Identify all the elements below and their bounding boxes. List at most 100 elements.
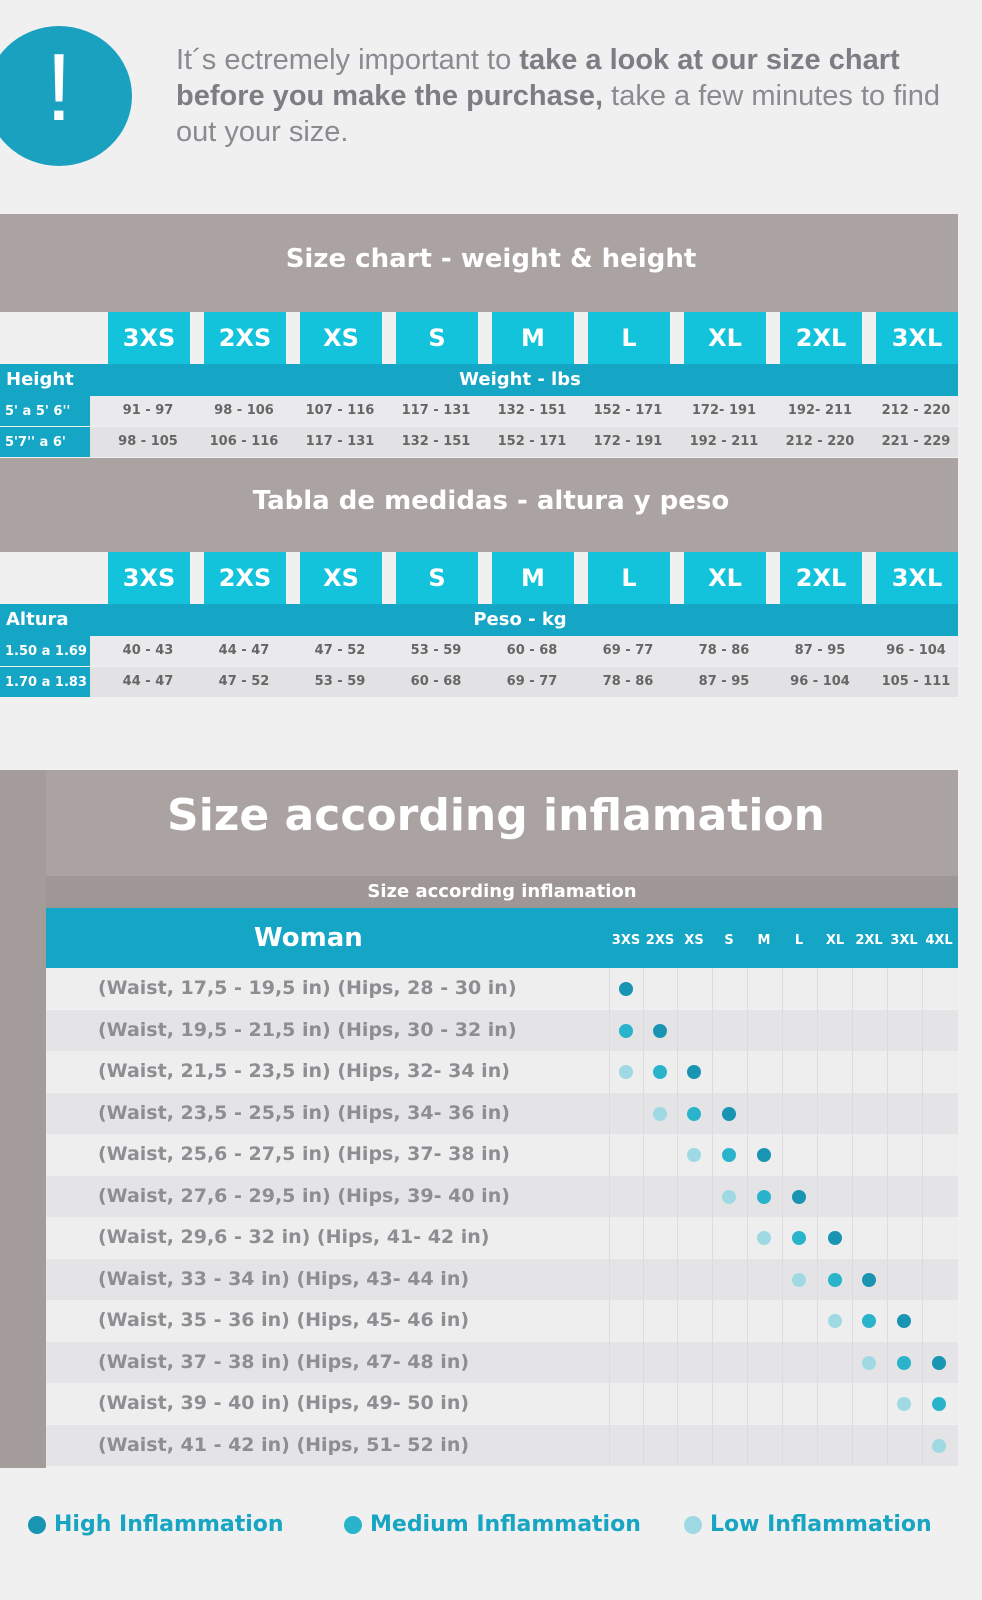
chart1-band: [0, 214, 958, 312]
table-cell: 105 - 111: [881, 674, 951, 689]
inflammation-band: [0, 770, 958, 876]
table-header-row: Height Weight - lbs: [0, 364, 958, 396]
size-header-m: M: [492, 312, 574, 364]
dot-high-3xs: [619, 982, 633, 996]
size-header-2xs: 2XS: [204, 312, 286, 364]
row-label: (Waist, 33 - 34 in) (Hips, 43- 44 in): [98, 1267, 470, 1290]
chart1-table: 3XS 2XS XS S M L XL 2XL 3XL Height Weight - lbs 5' …: [0, 312, 958, 458]
column-divider: [922, 968, 923, 1466]
inflammation-row: (Waist, 21,5 - 23,5 in) (Hips, 32- 34 in…: [46, 1051, 958, 1092]
table-cell: 40 - 43: [122, 643, 174, 658]
column-divider: [887, 968, 888, 1466]
dot-high-m: [757, 1148, 771, 1162]
medium-dot-icon: [344, 1515, 362, 1534]
table-row: [90, 396, 958, 426]
size-header-s: S: [396, 312, 478, 364]
dot-medium-xs: [687, 1106, 701, 1121]
row-header: Altura: [6, 609, 69, 630]
table-row: [90, 427, 958, 457]
row-label: 5' a 5' 6'': [0, 396, 90, 426]
infl-size-3xs: 3XS: [611, 933, 641, 948]
row-label: (Waist, 21,5 - 23,5 in) (Hips, 32- 34 in…: [98, 1060, 510, 1082]
table-cell: 117 - 131: [401, 403, 471, 418]
dot-low-xs: [687, 1148, 701, 1162]
dot-low-m: [757, 1231, 771, 1245]
dot-high-2xl: [862, 1272, 876, 1287]
column-divider: [852, 968, 853, 1466]
size-header-m: M: [492, 552, 574, 604]
dot-medium-s: [722, 1148, 736, 1162]
row-label: (Waist, 19,5 - 21,5 in) (Hips, 30 - 32 i…: [98, 1018, 517, 1041]
infl-size-s: S: [724, 933, 734, 948]
chart2-band: [0, 458, 958, 552]
table-cell: 132 - 151: [497, 403, 567, 418]
low-dot-icon: [684, 1515, 702, 1534]
row-label: (Waist, 25,6 - 27,5 in) (Hips, 37- 38 in…: [98, 1143, 510, 1165]
infl-size-xl: XL: [825, 933, 845, 948]
row-label: (Waist, 41 - 42 in) (Hips, 51- 52 in): [98, 1433, 470, 1456]
high-dot-icon: [28, 1515, 46, 1534]
chart1-title: Size chart - weight & height: [285, 244, 697, 274]
size-header-2xs: 2XS: [204, 552, 286, 604]
inflammation-header: Woman 3XS 2XS XS S M L XL 2XL 3XL 4XL: [46, 908, 958, 968]
dot-low-4xl: [932, 1438, 946, 1453]
table-cell: 44 - 47: [122, 674, 174, 689]
table-cell: 78 - 86: [602, 674, 654, 689]
infl-size-xs: XS: [684, 933, 704, 948]
table-cell: 212 - 220: [881, 403, 951, 418]
inflammation-side-bar: [0, 770, 46, 1468]
size-header-2xl: 2XL: [780, 312, 862, 364]
table-cell: 172 - 191: [593, 434, 663, 449]
table-cell: 87 - 95: [698, 674, 750, 689]
size-header-3xl: 3XL: [876, 312, 958, 364]
table-cell: 107 - 116: [305, 403, 375, 418]
infl-size-2xs: 2XS: [645, 933, 675, 948]
dot-low-s: [722, 1189, 736, 1204]
table-cell: 47 - 52: [314, 643, 366, 658]
dot-high-xs: [687, 1065, 701, 1079]
inflammation-row: (Waist, 27,6 - 29,5 in) (Hips, 39- 40 in…: [46, 1175, 958, 1217]
unit-header: Peso - kg: [473, 609, 567, 630]
column-divider: [817, 968, 818, 1466]
dot-medium-2xl: [862, 1314, 876, 1328]
row-label: (Waist, 39 - 40 in) (Hips, 49- 50 in): [98, 1392, 470, 1414]
column-divider: [643, 968, 644, 1466]
infl-size-m: M: [757, 933, 771, 948]
table-cell: 106 - 116: [209, 434, 279, 449]
inflammation-row: (Waist, 39 - 40 in) (Hips, 49- 50 in): [46, 1383, 958, 1424]
row-label: (Waist, 37 - 38 in) (Hips, 47- 48 in): [98, 1350, 470, 1373]
inflammation-row: (Waist, 35 - 36 in) (Hips, 45- 46 in): [46, 1300, 958, 1341]
table-cell: 192- 211: [787, 403, 853, 418]
table-cell: 132 - 151: [401, 434, 471, 449]
dot-medium-m: [757, 1189, 771, 1204]
table-cell: 69 - 77: [506, 674, 558, 689]
table-cell: 172- 191: [691, 403, 757, 418]
row-label: (Waist, 35 - 36 in) (Hips, 45- 46 in): [98, 1309, 470, 1331]
table-cell: 221 - 229: [881, 434, 951, 449]
intro-bold: take a look at our size chart before you…: [176, 44, 900, 112]
dot-high-3xl: [897, 1314, 911, 1328]
chart2-title: Tabla de medidas - altura y peso: [252, 486, 730, 516]
row-label: (Waist, 23,5 - 25,5 in) (Hips, 34- 36 in…: [98, 1101, 510, 1124]
size-header-xs: XS: [300, 312, 382, 364]
infl-size-3xl: 3XL: [890, 933, 918, 948]
inflammation-row: (Waist, 25,6 - 27,5 in) (Hips, 37- 38 in…: [46, 1134, 958, 1175]
column-divider: [609, 968, 610, 1466]
infl-size-l: L: [794, 933, 804, 948]
table-cell: 91 - 97: [122, 403, 174, 418]
dot-high-l: [792, 1189, 806, 1204]
dot-medium-2xs: [653, 1065, 667, 1079]
table-cell: 69 - 77: [602, 643, 654, 658]
inflammation-row: (Waist, 33 - 34 in) (Hips, 43- 44 in): [46, 1258, 958, 1300]
dot-high-4xl: [932, 1355, 946, 1370]
row-label: (Waist, 27,6 - 29,5 in) (Hips, 39- 40 in…: [98, 1184, 510, 1207]
inflammation-row: (Waist, 23,5 - 25,5 in) (Hips, 34- 36 in…: [46, 1092, 958, 1134]
column-divider: [782, 968, 783, 1466]
size-header-2xl: 2XL: [780, 552, 862, 604]
alert-icon-circle: !: [0, 26, 132, 166]
row-label: 1.50 a 1.69: [0, 636, 90, 666]
table-cell: 60 - 68: [506, 643, 558, 658]
dot-high-2xs: [653, 1023, 667, 1038]
table-cell: 47 - 52: [218, 674, 270, 689]
legend-label: Low Inflammation: [710, 1512, 932, 1537]
